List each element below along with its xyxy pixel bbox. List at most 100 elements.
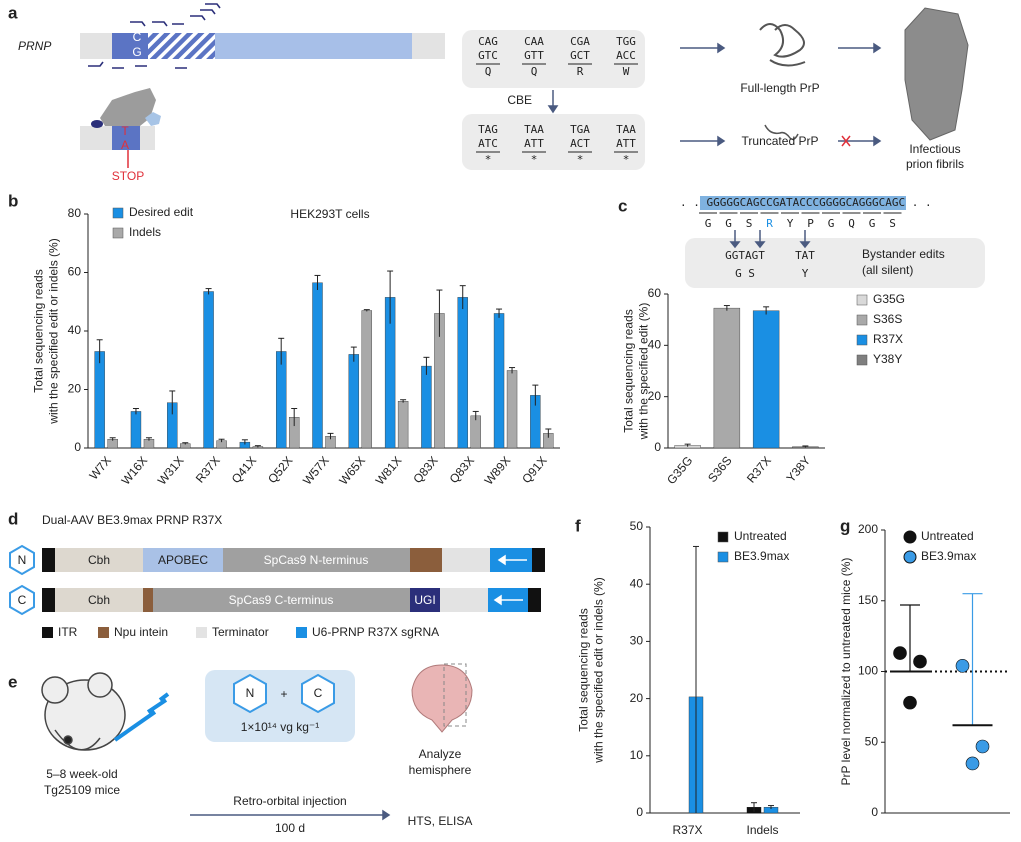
legend-label: Terminator (212, 625, 269, 639)
bar (457, 297, 468, 449)
amino-acid: Q (531, 65, 538, 78)
legend-marker (856, 334, 868, 346)
amino-acid: S (746, 217, 753, 230)
legend-marker (112, 207, 124, 219)
y-tick-label: 0 (74, 440, 81, 454)
point (893, 646, 907, 660)
y-tick-label: 20 (648, 389, 662, 403)
codon: TAA (524, 123, 544, 136)
y-tick-label: 200 (858, 522, 878, 536)
y-axis-label: Total sequencing reads (32, 269, 46, 392)
codon: ACC (616, 49, 636, 62)
amino-acid: W (623, 65, 630, 78)
panel-label: c (618, 196, 627, 215)
protein-icon (759, 23, 806, 67)
x-tick-label: S36S (705, 454, 735, 485)
timeline-arrow (190, 809, 391, 821)
y-tick-label: 20 (68, 382, 82, 396)
element-label: SpCas9 N-terminus (264, 553, 369, 567)
panel-label: d (8, 509, 18, 528)
legend-label: BE3.9max (734, 549, 789, 563)
panel-label: a (8, 3, 18, 22)
arrows (729, 230, 811, 249)
legend-marker (856, 314, 868, 326)
label: hemisphere (409, 763, 472, 777)
y-tick-label: 10 (630, 748, 644, 762)
bar (361, 310, 373, 449)
cross (841, 135, 851, 147)
amino-acid: * (623, 153, 630, 166)
x-tick-label: Q41X (229, 454, 259, 487)
y-axis-label: with the specified edit or indels (%) (592, 577, 606, 763)
point (965, 756, 980, 771)
y-tick-label: 60 (68, 265, 82, 279)
y-tick-label: 0 (871, 805, 878, 819)
y-axis-label: with the specified edit or indels (%) (47, 238, 61, 424)
panel-label: b (8, 191, 18, 210)
note: Bystander edits (862, 247, 945, 261)
x-tick-label: W65X (336, 454, 368, 488)
edited-aa: Y (802, 267, 809, 280)
vector-label: C (18, 593, 27, 607)
x-tick-label: G35G (664, 454, 695, 488)
codon: ATT (524, 137, 544, 150)
x-tick-label: W81X (373, 454, 405, 488)
legend-label: BE3.9max (921, 549, 976, 563)
amino-acid: * (485, 153, 492, 166)
legend-label: ITR (58, 625, 78, 639)
legend-marker (903, 550, 917, 564)
label: prion fibrils (906, 157, 964, 171)
base: C (133, 30, 142, 44)
legend-label: Untreated (734, 529, 787, 543)
y-tick-label: 60 (648, 286, 662, 300)
edit-box (685, 238, 985, 288)
vector-label: N (246, 686, 255, 700)
y-axis-label: Total sequencing reads (577, 608, 591, 731)
y-tick-label: 40 (630, 576, 644, 590)
edited-base: T (121, 124, 129, 138)
panel-label: f (575, 516, 581, 535)
label: Full-length PrP (740, 81, 819, 95)
x-tick-label: W57X (300, 454, 332, 488)
x-tick-label: R37X (672, 823, 702, 837)
x-tick-label: Q91X (519, 454, 549, 487)
point (913, 654, 927, 669)
bar (397, 401, 409, 449)
panel-label: g (840, 516, 850, 535)
codon-box (462, 114, 645, 170)
y-tick-label: 100 (858, 664, 878, 678)
legend-label: Untreated (921, 529, 974, 543)
amino-acid: G (705, 217, 712, 230)
legend-label: Npu intein (114, 625, 168, 639)
label: 100 d (275, 821, 305, 835)
x-tick-label: Indels (746, 823, 778, 837)
codon: ATT (616, 137, 636, 150)
fibril-icon (904, 7, 969, 141)
label: Truncated PrP (742, 134, 819, 148)
amino-acid: G (725, 217, 732, 230)
x-tick-label: Q83X (410, 454, 440, 487)
edited-aa: G S (735, 267, 755, 280)
label: HTS, ELISA (408, 814, 473, 828)
arrows (547, 42, 882, 147)
label: Tg25109 mice (44, 783, 120, 797)
label: Retro-orbital injection (233, 794, 346, 808)
codon: ACT (570, 137, 590, 150)
legend-marker (717, 531, 729, 543)
codon-group: CAGGTCQCAAGTTQCGAGCTRTGGACCWTAGATC*TAAAT… (476, 35, 638, 166)
sequence: . . GGGGGCAGCCGATACCCGGGGCAGGGCAGC . . (680, 196, 932, 209)
y-tick-label: 40 (68, 323, 82, 337)
legend-marker (717, 551, 729, 563)
x-tick-label: Q52X (265, 454, 295, 487)
codon: CAG (478, 35, 498, 48)
plus: + (280, 687, 287, 701)
y-tick-label: 150 (858, 593, 878, 607)
codon: GTC (478, 49, 498, 62)
legend-label: S36S (873, 312, 902, 326)
y-tick-label: 50 (630, 519, 644, 533)
y-axis-label: Total sequencing reads (622, 309, 636, 432)
stop-label: STOP (112, 169, 144, 183)
amino-acid: R (766, 217, 773, 230)
